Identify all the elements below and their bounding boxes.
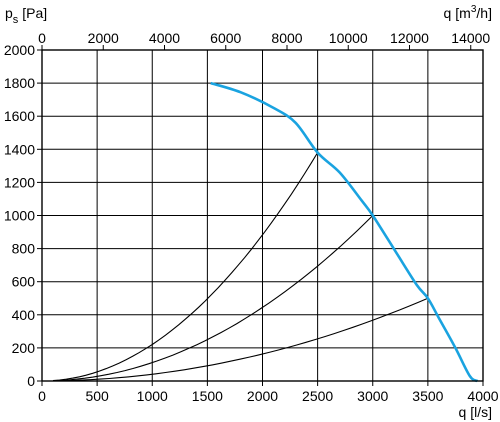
x-top-unit-pre: [m xyxy=(455,5,471,21)
x-axis-top-label: q [m3/h] xyxy=(444,4,493,21)
system-curve-3 xyxy=(52,297,429,382)
y-tick-label-600: 600 xyxy=(12,274,36,290)
x-top-tick-label-2000: 2000 xyxy=(88,30,119,46)
y-tick-label-200: 200 xyxy=(12,340,36,356)
x-tick-label-1500: 1500 xyxy=(192,388,223,404)
x-tick-label-2500: 2500 xyxy=(302,388,333,404)
fan-curve xyxy=(210,81,479,383)
x-top-symbol: q xyxy=(444,5,452,21)
x-tick-label-1000: 1000 xyxy=(137,388,168,404)
x-ticks-top: 0 2000 4000 6000 8000 10000 12000 14000 xyxy=(38,30,490,50)
y-tick-label-1000: 1000 xyxy=(4,208,35,224)
x-top-unit-post: /h] xyxy=(476,5,492,21)
x-ticks-bottom: 0 500 1000 1500 2000 2500 3000 3500 4000 xyxy=(38,381,499,404)
fan-curve-layer xyxy=(210,81,479,383)
x-axis-bottom-label: q [l/s] xyxy=(459,404,492,420)
x-top-tick-label-0: 0 xyxy=(38,30,46,46)
y-ticks: 0 200 400 600 800 1000 1200 1400 1600 1800 2000 xyxy=(4,42,42,389)
y-tick-label-800: 800 xyxy=(12,241,36,257)
y-axis-symbol: p xyxy=(5,5,13,21)
x-tick-label-4000: 4000 xyxy=(467,388,498,404)
system-curve-1 xyxy=(52,152,319,382)
y-tick-label-1200: 1200 xyxy=(4,174,35,190)
x-tick-label-3000: 3000 xyxy=(357,388,388,404)
system-curve-2 xyxy=(52,215,374,382)
x-tick-label-3500: 3500 xyxy=(412,388,443,404)
x-top-tick-label-4000: 4000 xyxy=(149,30,180,46)
y-tick-label-400: 400 xyxy=(12,307,36,323)
x-top-tick-label-8000: 8000 xyxy=(271,30,302,46)
y-tick-label-1600: 1600 xyxy=(4,108,35,124)
x-top-tick-label-12000: 12000 xyxy=(390,30,429,46)
y-axis-subscript: s xyxy=(13,14,19,26)
y-tick-label-1800: 1800 xyxy=(4,75,35,91)
y-axis-unit: [Pa] xyxy=(22,5,47,21)
y-axis-label: ps [Pa] xyxy=(5,5,47,26)
x-top-unit-sup: 3 xyxy=(471,4,477,15)
x-tick-label-0: 0 xyxy=(38,388,46,404)
y-tick-label-2000: 2000 xyxy=(4,42,35,58)
x-top-tick-label-6000: 6000 xyxy=(210,30,241,46)
y-tick-label-1400: 1400 xyxy=(4,141,35,157)
grid xyxy=(42,50,483,381)
system-curves xyxy=(52,152,429,382)
x-top-tick-label-10000: 10000 xyxy=(329,30,368,46)
x-tick-label-500: 500 xyxy=(85,388,109,404)
y-tick-label-0: 0 xyxy=(27,373,35,389)
x-top-tick-label-14000: 14000 xyxy=(451,30,490,46)
x-tick-label-2000: 2000 xyxy=(247,388,278,404)
